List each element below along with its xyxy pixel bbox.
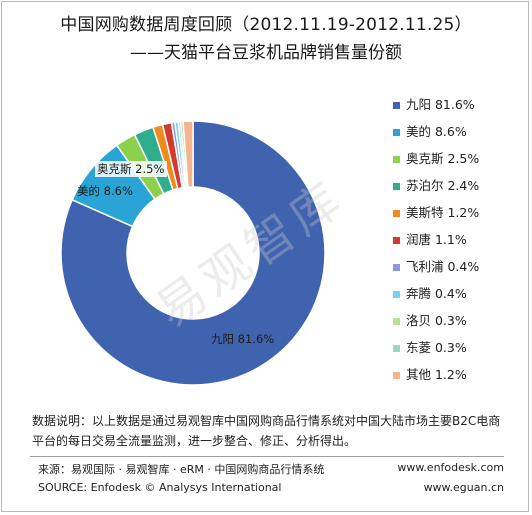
legend-label-7: 奔腾 0.4%	[406, 286, 467, 301]
legend-swatch-1	[393, 129, 400, 136]
legend-label-4: 美斯特 1.2%	[406, 205, 480, 220]
chart-legend: 九阳 81.6% 美的 8.6% 奥克斯 2.5% 苏泊尔 2.4% 美斯特 1.2% 润…	[393, 97, 523, 397]
legend-label-10: 其他 1.2%	[406, 367, 467, 382]
source-cn: 来源：易观国际 · 易观智库 · eRM · 中国网购商品行情系统	[38, 463, 325, 476]
legend-swatch-10	[393, 372, 400, 379]
chart-title: 中国网购数据周度回顾（2012.11.19-2012.11.25）	[60, 15, 472, 35]
legend-swatch-7	[393, 291, 400, 298]
legend-item-5: 润唐 1.1%	[393, 232, 523, 262]
legend-label-2: 奥克斯 2.5%	[406, 151, 480, 166]
donut-slice-0	[60, 120, 326, 386]
data-label-2: 奥克斯 2.5%	[97, 162, 164, 176]
data-label-bg-2	[95, 161, 167, 177]
chart-subtitle: ——天猫平台豆浆机品牌销售量份额	[130, 43, 402, 63]
source-url-eguan[interactable]: www.eguan.cn	[423, 481, 504, 494]
legend-item-3: 苏泊尔 2.4%	[393, 178, 523, 208]
legend-label-3: 苏泊尔 2.4%	[406, 178, 480, 193]
legend-item-1: 美的 8.6%	[393, 124, 523, 154]
legend-swatch-3	[393, 183, 400, 190]
data-note: 数据说明：以上数据是通过易观智库中国网购商品行情系统对中国大陆市场主要B2C电商…	[32, 411, 512, 451]
legend-item-4: 美斯特 1.2%	[393, 205, 523, 235]
legend-label-1: 美的 8.6%	[406, 124, 467, 139]
legend-swatch-8	[393, 318, 400, 325]
legend-label-0: 九阳 81.6%	[406, 97, 475, 112]
legend-swatch-9	[393, 345, 400, 352]
legend-item-9: 东菱 0.3%	[393, 340, 523, 370]
legend-item-6: 飞利浦 0.4%	[393, 259, 523, 289]
data-note-line2: 平台的每日交易全流量监测，进一步整合、修正、分析得出。	[32, 434, 357, 448]
source-url-enfodesk[interactable]: www.enfodesk.com	[397, 461, 504, 474]
legend-swatch-6	[393, 264, 400, 271]
donut-slice-10	[182, 120, 194, 188]
legend-label-6: 飞利浦 0.4%	[406, 259, 480, 274]
legend-item-10: 其他 1.2%	[393, 367, 523, 397]
data-label-1: 美的 8.6%	[77, 184, 133, 198]
data-note-line1: 数据说明：以上数据是通过易观智库中国网购商品行情系统对中国大陆市场主要B2C电商	[32, 414, 501, 428]
legend-swatch-5	[393, 237, 400, 244]
legend-swatch-2	[393, 156, 400, 163]
legend-item-0: 九阳 81.6%	[393, 97, 523, 127]
legend-swatch-0	[393, 102, 400, 109]
legend-label-9: 东菱 0.3%	[406, 340, 467, 355]
legend-swatch-4	[393, 210, 400, 217]
legend-label-8: 洛贝 0.3%	[406, 313, 467, 328]
source-en: SOURCE: Enfodesk © Analysys Internationa…	[38, 481, 282, 494]
legend-item-8: 洛贝 0.3%	[393, 313, 523, 343]
legend-item-7: 奔腾 0.4%	[393, 286, 523, 316]
legend-label-5: 润唐 1.1%	[406, 232, 467, 247]
legend-item-2: 奥克斯 2.5%	[393, 151, 523, 181]
footer-divider	[30, 456, 504, 457]
data-label-0: 九阳 81.6%	[211, 332, 274, 346]
